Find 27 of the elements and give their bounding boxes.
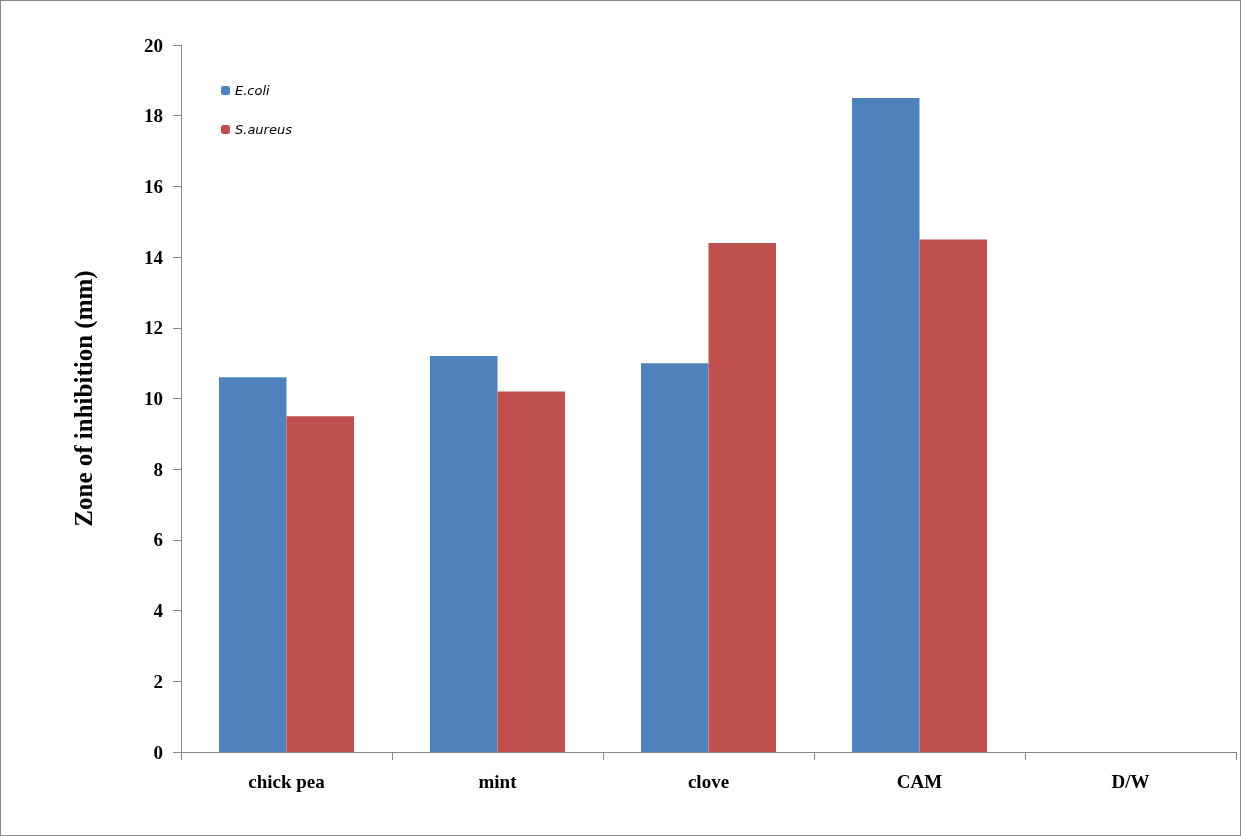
y-axis-title: Zone of inhibition (mm) xyxy=(70,270,98,527)
y-tick-label: 16 xyxy=(144,175,163,197)
bar xyxy=(640,363,709,752)
legend-label: S.aureus xyxy=(235,122,293,137)
x-tick-label: D/W xyxy=(1111,771,1150,792)
y-tick-label: 20 xyxy=(144,34,163,56)
x-tick-label: mint xyxy=(478,771,518,792)
y-tick-label: 12 xyxy=(144,317,163,339)
x-tick-label: CAM xyxy=(896,771,943,792)
x-tick-label: chick pea xyxy=(248,771,326,792)
y-tick-label: 2 xyxy=(153,670,163,692)
bar xyxy=(708,242,777,752)
legend-label: E.coli xyxy=(235,83,271,98)
bar xyxy=(919,239,988,752)
bar xyxy=(286,416,355,752)
y-tick-label: 4 xyxy=(153,600,164,622)
bar xyxy=(218,377,287,752)
y-tick-label: 8 xyxy=(153,458,163,480)
bar xyxy=(497,391,566,752)
x-tick-label: clove xyxy=(687,771,730,792)
y-tick-label: 0 xyxy=(153,741,163,763)
bar xyxy=(851,98,920,752)
y-tick-label: 14 xyxy=(144,246,164,268)
y-tick-label: 6 xyxy=(153,529,163,551)
y-tick-label: 18 xyxy=(144,105,163,127)
bar xyxy=(429,356,498,752)
y-tick-label: 10 xyxy=(144,388,163,409)
